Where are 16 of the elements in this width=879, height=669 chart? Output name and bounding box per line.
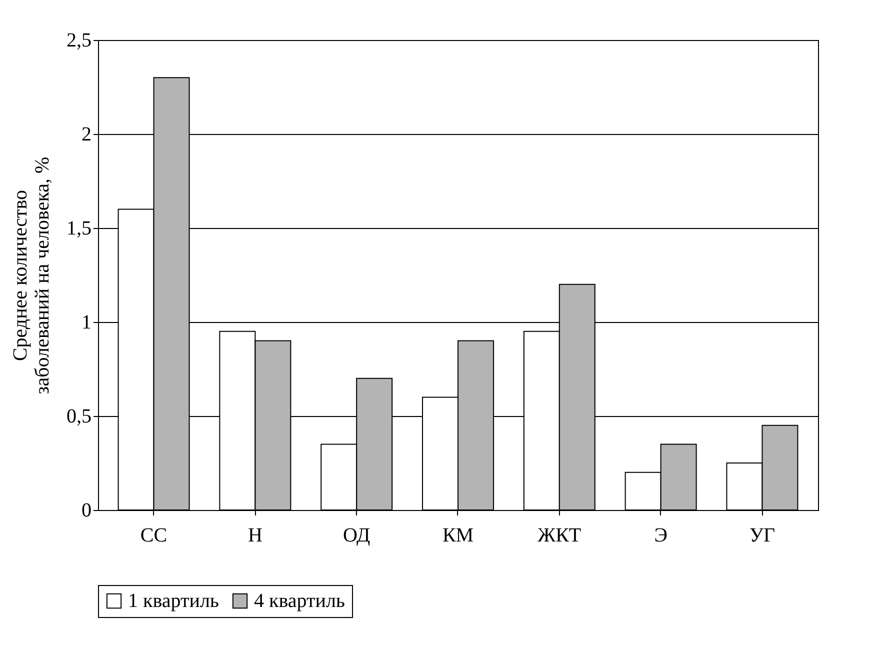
x-tick-label: Н (248, 524, 262, 546)
y-tick-label: 2,5 (66, 30, 92, 52)
y-tick-label: 0,5 (66, 406, 92, 428)
y-tick-label: 1 (82, 312, 92, 334)
x-tick-label: ЖКТ (538, 524, 582, 546)
x-tick-label: СС (140, 524, 168, 546)
y-axis-title: Среднее количество заболеваний на человека, % (10, 156, 54, 394)
legend-label: 1 квартиль (128, 590, 220, 612)
x-tick-label: КМ (442, 524, 474, 546)
x-tick-label: УГ (749, 524, 776, 546)
y-tick-label: 0 (82, 500, 92, 522)
y-tick-label: 2 (82, 124, 92, 146)
x-tick-label: Э (654, 524, 668, 546)
legend-label: 4 квартиль (254, 590, 346, 612)
x-tick-label: ОД (343, 524, 370, 546)
y-tick-label: 1,5 (66, 218, 92, 240)
